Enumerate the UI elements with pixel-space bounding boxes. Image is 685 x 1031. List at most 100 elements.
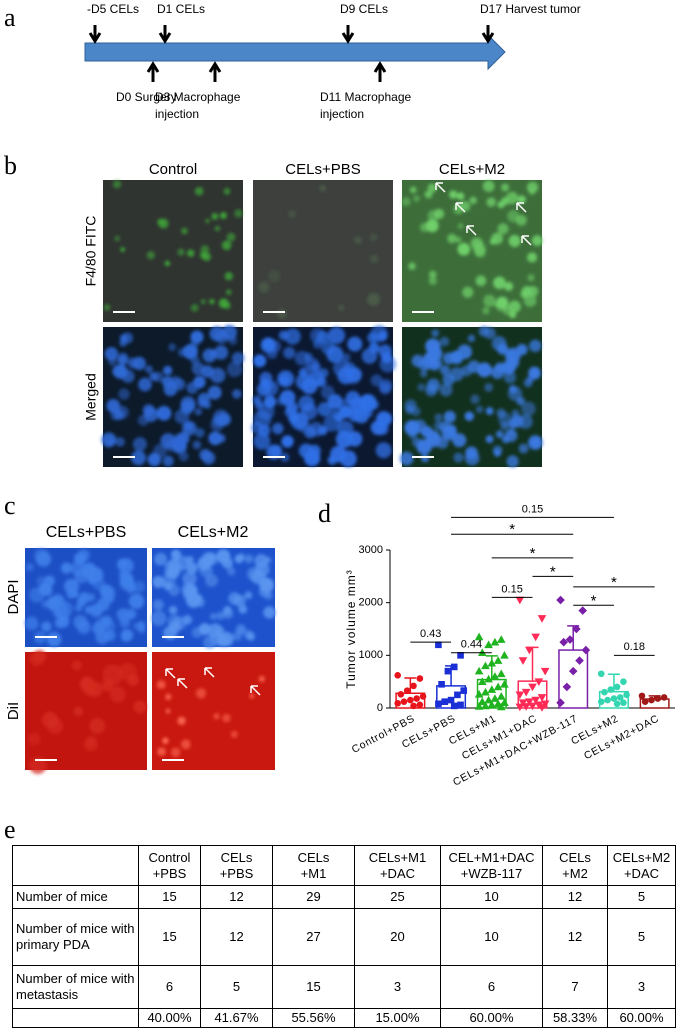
table-row: 40.00% 41.67% 55.56% 15.00% 60.00% 58.33% 60.0… — [12, 1008, 676, 1028]
cell — [509, 385, 517, 393]
cell — [338, 304, 345, 311]
cell — [508, 419, 518, 429]
cell — [284, 328, 301, 345]
cell — [368, 342, 380, 354]
column-header: CELs+M2 — [439, 161, 505, 178]
cell — [408, 429, 418, 439]
arrow-marker — [466, 225, 477, 236]
table-cell: 3 — [354, 965, 441, 1009]
cell — [449, 367, 464, 382]
cell — [305, 357, 320, 372]
cell — [431, 329, 440, 337]
cell — [199, 448, 212, 461]
timeline-label: D9 CELs — [340, 2, 388, 16]
data-point — [556, 595, 565, 605]
cell — [285, 401, 299, 415]
timeline-label: D11 Macrophage injection — [320, 90, 411, 121]
table-cell: 25 — [354, 885, 441, 909]
cell — [491, 232, 503, 245]
cell — [375, 442, 392, 459]
cell — [319, 184, 327, 192]
table-cell: 40.00% — [138, 1008, 201, 1028]
cell — [413, 195, 420, 202]
cell — [427, 183, 437, 193]
header-text: CELs — [297, 849, 330, 865]
data-point — [484, 695, 493, 704]
cell — [369, 254, 379, 264]
cell — [222, 713, 231, 723]
cell — [223, 605, 232, 615]
cell — [439, 383, 453, 397]
cell — [156, 410, 165, 418]
data-point — [450, 663, 458, 671]
cell — [152, 575, 165, 588]
table-row: Number of mice with metastasis 6 5 15 3 6 7 3 — [12, 965, 676, 1009]
cell — [133, 580, 145, 593]
cell — [170, 747, 181, 758]
cell — [478, 325, 490, 337]
cell — [89, 718, 106, 734]
cell — [419, 370, 428, 378]
cell — [47, 718, 64, 735]
cell — [506, 356, 520, 369]
data-point — [531, 696, 540, 705]
cell — [348, 409, 362, 422]
cell — [345, 390, 361, 406]
error-bar — [485, 655, 498, 680]
cell — [511, 409, 520, 418]
cell — [132, 356, 146, 371]
x-tick-label: CELs+M2+DAC — [582, 713, 661, 763]
table-cell: 10 — [440, 908, 543, 966]
cell — [213, 713, 220, 720]
error-bar — [607, 673, 620, 692]
cell — [175, 564, 184, 573]
cells — [150, 549, 276, 650]
cell — [181, 227, 188, 235]
cell — [226, 232, 236, 242]
cell — [252, 395, 262, 405]
data-point — [394, 699, 401, 707]
data-point — [562, 682, 572, 692]
cell — [523, 294, 537, 307]
cell — [250, 421, 264, 434]
cell — [203, 401, 212, 409]
down-arrow — [88, 25, 102, 44]
down-arrow — [341, 25, 355, 44]
header-text: +PBS — [152, 865, 187, 881]
cell — [379, 412, 393, 426]
table-cell: 15 — [272, 965, 355, 1009]
cell — [253, 354, 267, 368]
cell — [194, 428, 205, 438]
arrow-marker — [435, 182, 446, 193]
cell — [294, 350, 310, 366]
table-cell: 5 — [200, 965, 273, 1009]
data-point — [537, 704, 547, 712]
data-point — [623, 691, 630, 699]
cell — [221, 324, 238, 341]
cell — [505, 191, 519, 205]
data-point — [601, 688, 608, 696]
data-point — [654, 695, 662, 702]
cell — [29, 756, 47, 775]
cell — [119, 617, 131, 628]
data-point — [525, 698, 534, 706]
data-point — [515, 691, 525, 700]
data-point — [457, 701, 464, 709]
line: injection — [320, 107, 364, 121]
cell — [420, 454, 429, 463]
cell — [492, 445, 503, 456]
data-point — [559, 637, 569, 647]
panel-label: c — [4, 491, 16, 520]
row-label: F4/80 FITC — [83, 216, 99, 287]
cell — [202, 348, 217, 363]
error-bar — [404, 677, 417, 694]
up-arrow — [146, 61, 160, 82]
table-cell: 12 — [542, 908, 608, 966]
data-point — [394, 672, 401, 679]
cell — [66, 589, 76, 599]
micrograph — [150, 548, 276, 650]
cell — [216, 549, 231, 564]
header-cell: CEL+M1+DAC +WZB-117 — [440, 845, 543, 886]
data-point — [444, 667, 452, 675]
